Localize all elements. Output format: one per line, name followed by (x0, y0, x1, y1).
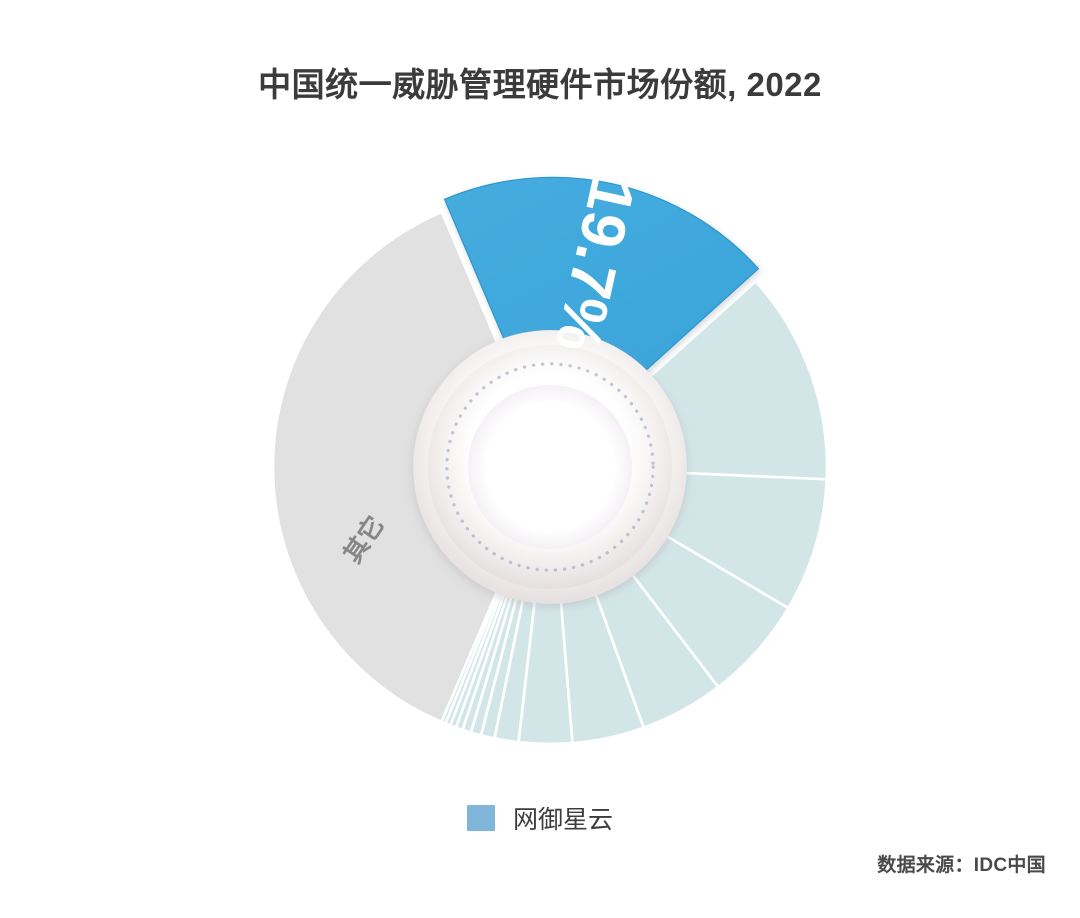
chart-legend: 网御星云 (0, 800, 1080, 836)
legend-swatch-icon (466, 805, 495, 831)
legend-item-label: 网御星云 (512, 806, 613, 834)
hub-ring (467, 384, 633, 550)
donut-chart: 19.7%其它 (271, 172, 829, 746)
data-source-note: 数据来源：IDC中国 (877, 855, 1046, 876)
legend-item-0[interactable]: 网御星云 (466, 800, 613, 836)
donut-chart-container: 19.7% 其它 (0, 130, 1080, 790)
page-title: 中国统一威胁管理硬件市场份额, 2022 (258, 66, 822, 103)
donut-hub (413, 330, 687, 604)
hub-dotted-ring (445, 362, 655, 572)
